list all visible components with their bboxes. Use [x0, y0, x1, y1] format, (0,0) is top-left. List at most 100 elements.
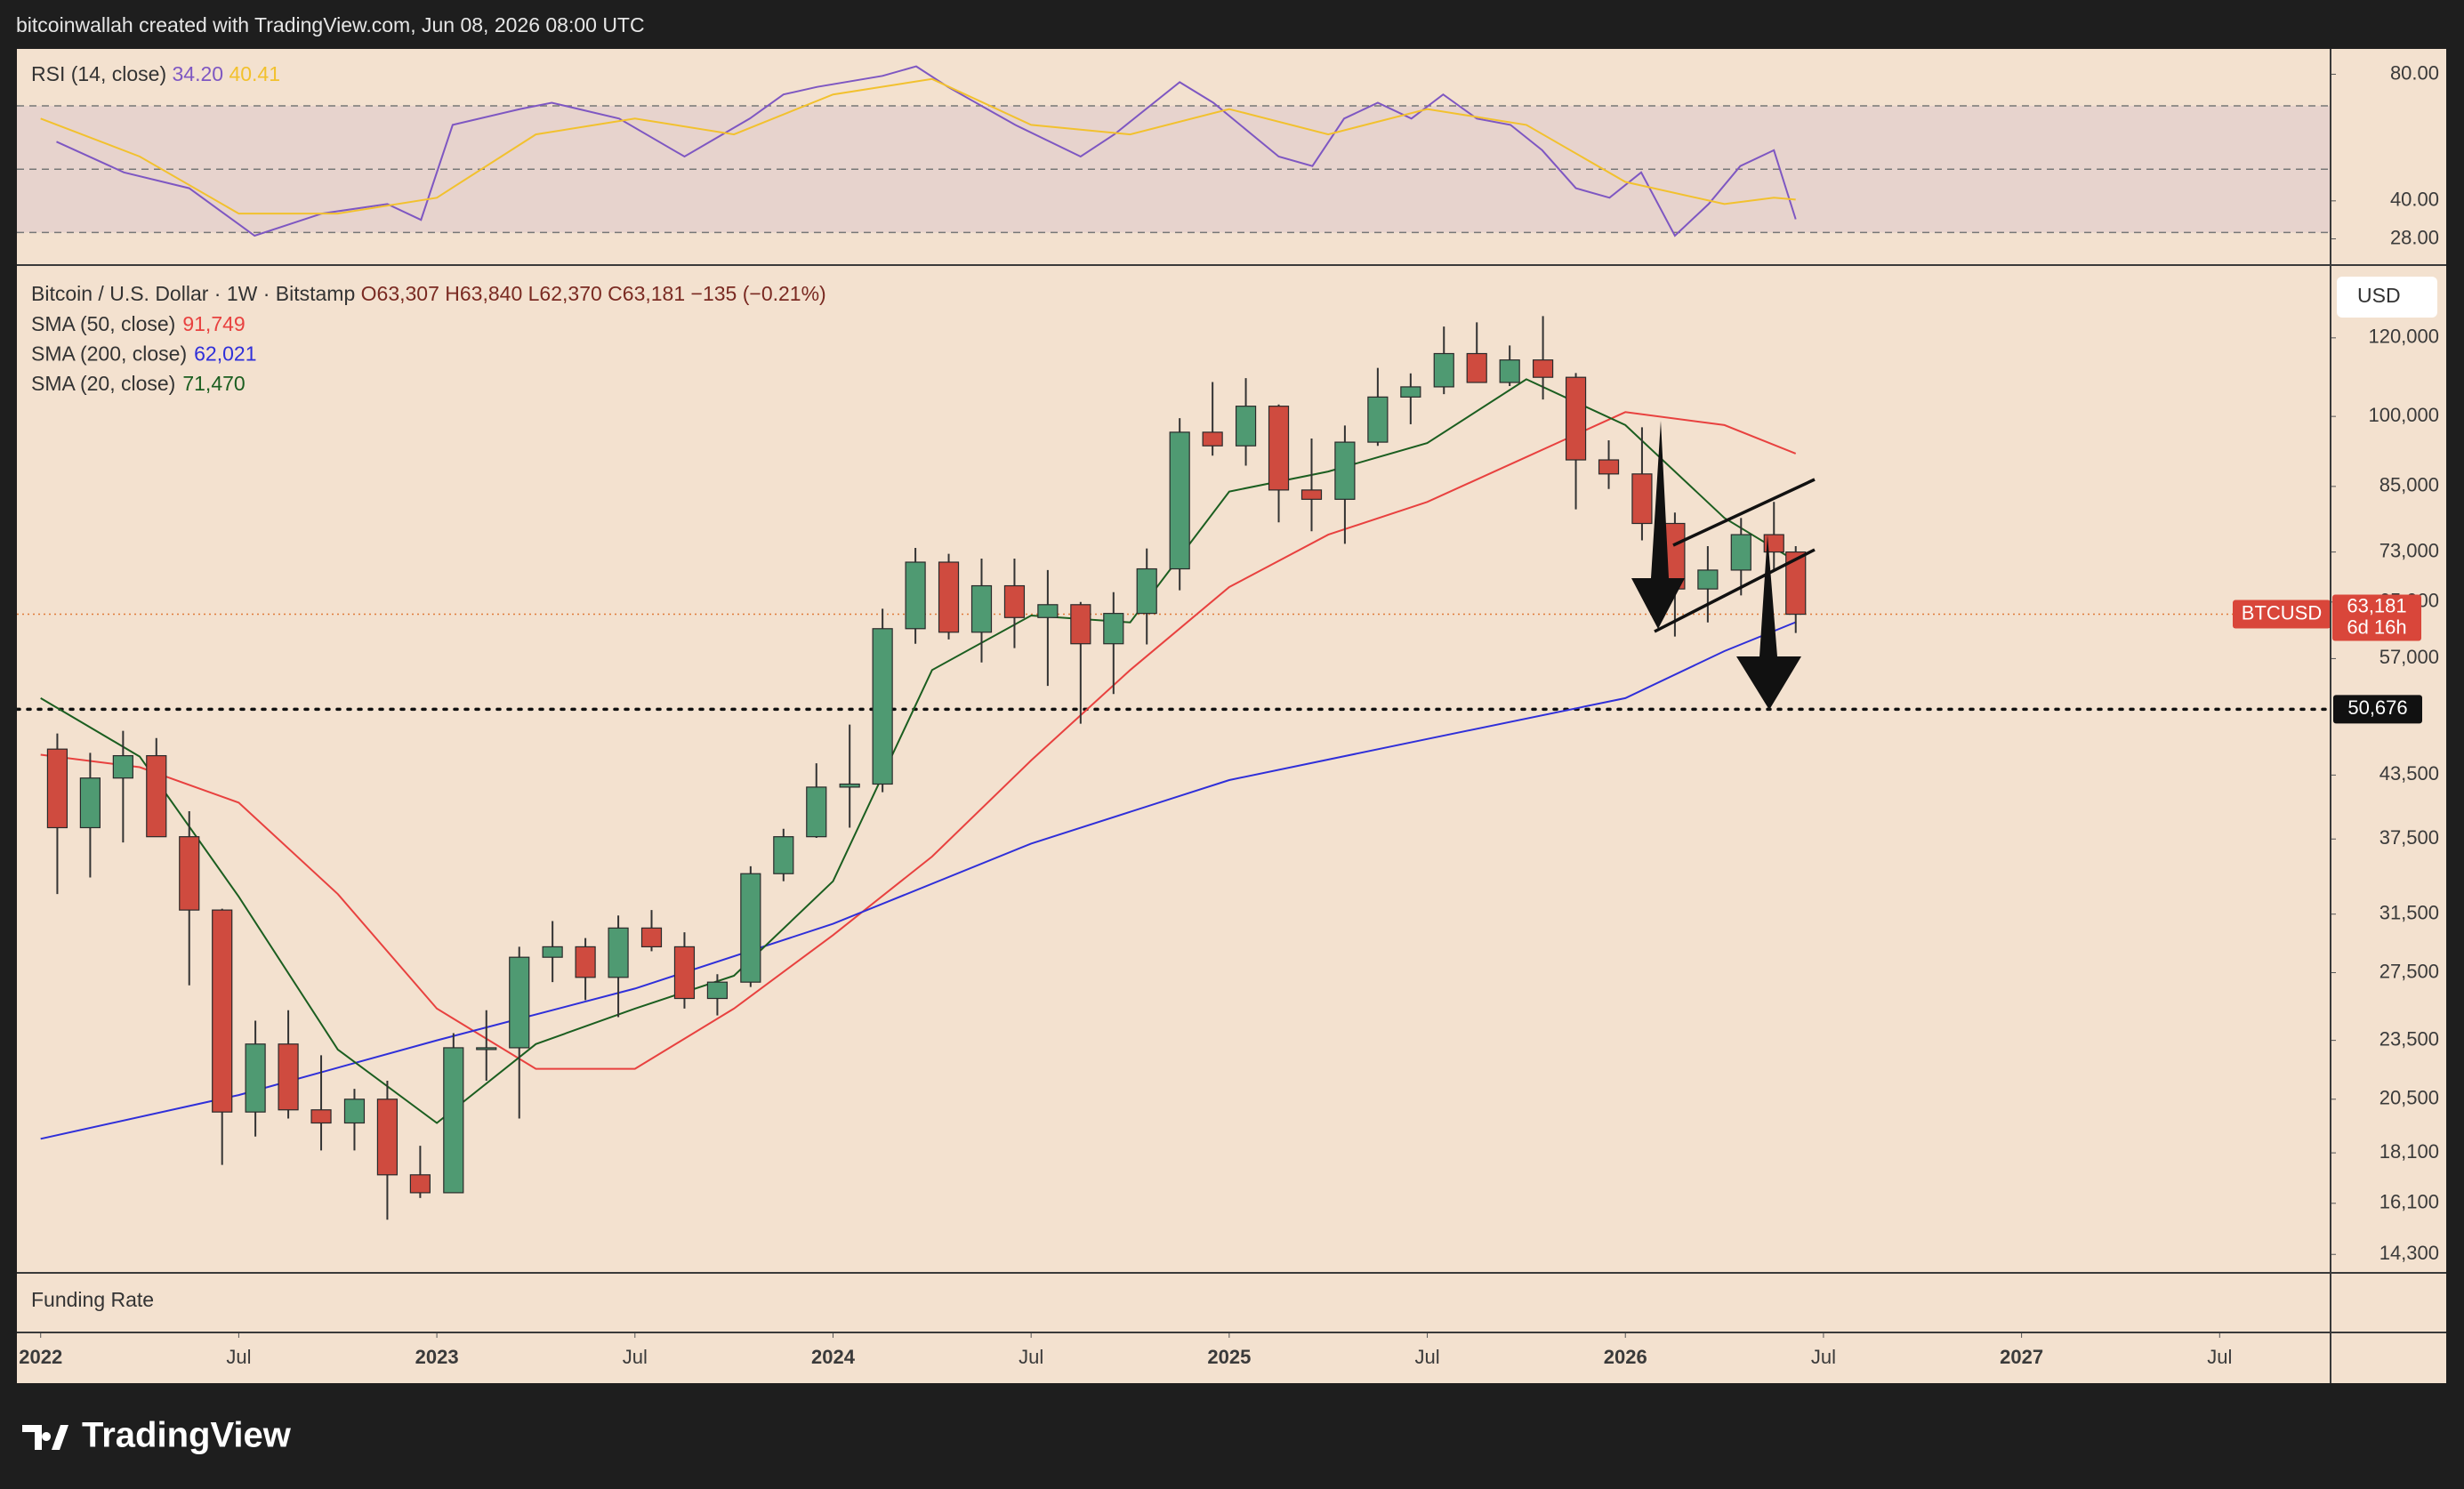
funding-title: Funding Rate: [31, 1288, 154, 1311]
candle-body: [509, 956, 530, 1049]
candle-body: [575, 946, 596, 978]
candle-body: [872, 628, 893, 785]
candle-body: [608, 927, 629, 978]
candle-body: [1070, 604, 1091, 645]
rsi-legend: RSI (14, close) 34.20 40.41: [31, 62, 280, 85]
x-tick-label: 2025: [1207, 1346, 1251, 1368]
x-tick-label: Jul: [623, 1346, 648, 1368]
main-legend: Bitcoin / U.S. Dollar · 1W · Bitstamp O6…: [31, 282, 826, 305]
ohlc-open: O63,307: [361, 282, 439, 305]
price-tag-label: 63,181: [2347, 594, 2406, 616]
candle-body: [179, 836, 200, 911]
y-tick-label: 43,500: [2379, 762, 2439, 785]
arrow: [1736, 535, 1801, 710]
logo-text: TradingView: [82, 1416, 292, 1455]
y-tick-label: 31,500: [2379, 902, 2439, 924]
countdown-label: 6d 16h: [2347, 616, 2406, 638]
candle-body: [640, 927, 663, 948]
sma-name: SMA (20, close): [31, 372, 175, 395]
y-tick-label: 37,500: [2379, 826, 2439, 849]
candle-body: [212, 909, 233, 1113]
candle-body: [1565, 376, 1587, 461]
y-tick-label: 73,000: [2379, 539, 2439, 561]
candle-body: [839, 783, 860, 788]
candle-body: [1300, 489, 1323, 500]
candle-body: [938, 561, 960, 633]
candle-body: [1785, 551, 1807, 616]
channel-line: [1672, 478, 1816, 547]
rsi-ma-line: [40, 77, 1796, 215]
candle-body: [278, 1043, 299, 1111]
candle-body: [376, 1099, 399, 1176]
candle-body: [1037, 604, 1059, 618]
candle-body: [905, 561, 926, 630]
rsi-value: 34.20: [173, 62, 224, 85]
x-tick-label: 2024: [811, 1346, 856, 1368]
sma-name: SMA (200, close): [31, 342, 187, 366]
currency-label[interactable]: USD: [2357, 284, 2401, 307]
candle-body: [146, 754, 167, 838]
rsi-ma-value: 40.41: [229, 62, 280, 85]
ohlc-low: L62,370: [528, 282, 602, 305]
y-tick-label: 16,100: [2379, 1191, 2439, 1213]
y-tick-label: 100,000: [2368, 404, 2439, 426]
sma-value: 71,470: [182, 372, 245, 395]
sma-legend: SMA (50, close) 91,749 SMA (200, close) 62,…: [31, 312, 257, 395]
rsi-pane: [17, 65, 2331, 237]
y-tick-label: 18,100: [2379, 1140, 2439, 1163]
rsi-y-tick-label: 40.00: [2390, 189, 2439, 211]
candle-body: [1367, 396, 1389, 443]
candle-body: [112, 754, 133, 779]
ohlc-high: H63,840: [445, 282, 522, 305]
y-tick-label: 23,500: [2379, 1027, 2439, 1050]
x-tick-label: Jul: [2207, 1346, 2232, 1368]
main-pane: [17, 316, 2331, 1220]
sma-legend-entry: SMA (50, close) 91,749: [31, 312, 246, 335]
currency-button[interactable]: [2337, 277, 2437, 318]
candle-body: [46, 748, 68, 829]
candle-body: [79, 777, 101, 829]
candle-body: [1499, 359, 1520, 383]
candle-body: [1697, 569, 1719, 590]
candle-body: [1103, 613, 1124, 645]
rsi-line: [56, 65, 1797, 237]
x-tick-label: 2026: [1604, 1346, 1647, 1368]
candle-body: [1400, 386, 1421, 398]
rsi-band: [17, 106, 2331, 233]
sma-value: 91,749: [182, 312, 245, 335]
candle-body: [1433, 352, 1454, 388]
sma-value: 62,021: [194, 342, 256, 366]
candle-body: [245, 1043, 266, 1113]
level-tag-label: 50,676: [2347, 696, 2407, 719]
sma-line: [40, 378, 1797, 1124]
sma-legend-entry: SMA (20, close) 71,470: [31, 372, 246, 395]
candle-body: [740, 873, 761, 983]
x-tick-label: 2027: [2000, 1346, 2043, 1368]
candle-body: [1334, 441, 1356, 500]
sma-line: [40, 411, 1797, 1070]
candle-body: [343, 1099, 366, 1124]
candle-body: [443, 1047, 464, 1194]
y-tick-label: 57,000: [2379, 646, 2439, 668]
x-tick-label: 2023: [415, 1346, 459, 1368]
candle-body: [970, 584, 993, 633]
candle-body: [1631, 473, 1653, 525]
x-tick-label: Jul: [1414, 1346, 1439, 1368]
candle-body: [1763, 534, 1784, 553]
symbol-title: Bitcoin / U.S. Dollar · 1W · Bitstamp: [31, 282, 355, 305]
chart-background: [17, 49, 2446, 1383]
y-tick-label: 85,000: [2379, 474, 2439, 496]
candle-body: [773, 836, 794, 874]
candle-body: [1598, 459, 1620, 475]
axes: 2022 Jul 2023 Jul 2024 Jul 2025 Jul 2026 Jul 2027 J…: [19, 61, 2439, 1368]
candle-body: [673, 946, 696, 1000]
sma-line: [40, 621, 1797, 1140]
symbol-tag: [2233, 600, 2331, 629]
y-tick-label: 20,500: [2379, 1087, 2439, 1109]
logo-icon: [22, 1425, 68, 1450]
rsi-y-tick-label: 80.00: [2390, 61, 2439, 84]
candle-body: [706, 981, 729, 1000]
sma-legend-entry: SMA (200, close) 62,021: [31, 342, 257, 366]
candle-body: [476, 1047, 497, 1050]
